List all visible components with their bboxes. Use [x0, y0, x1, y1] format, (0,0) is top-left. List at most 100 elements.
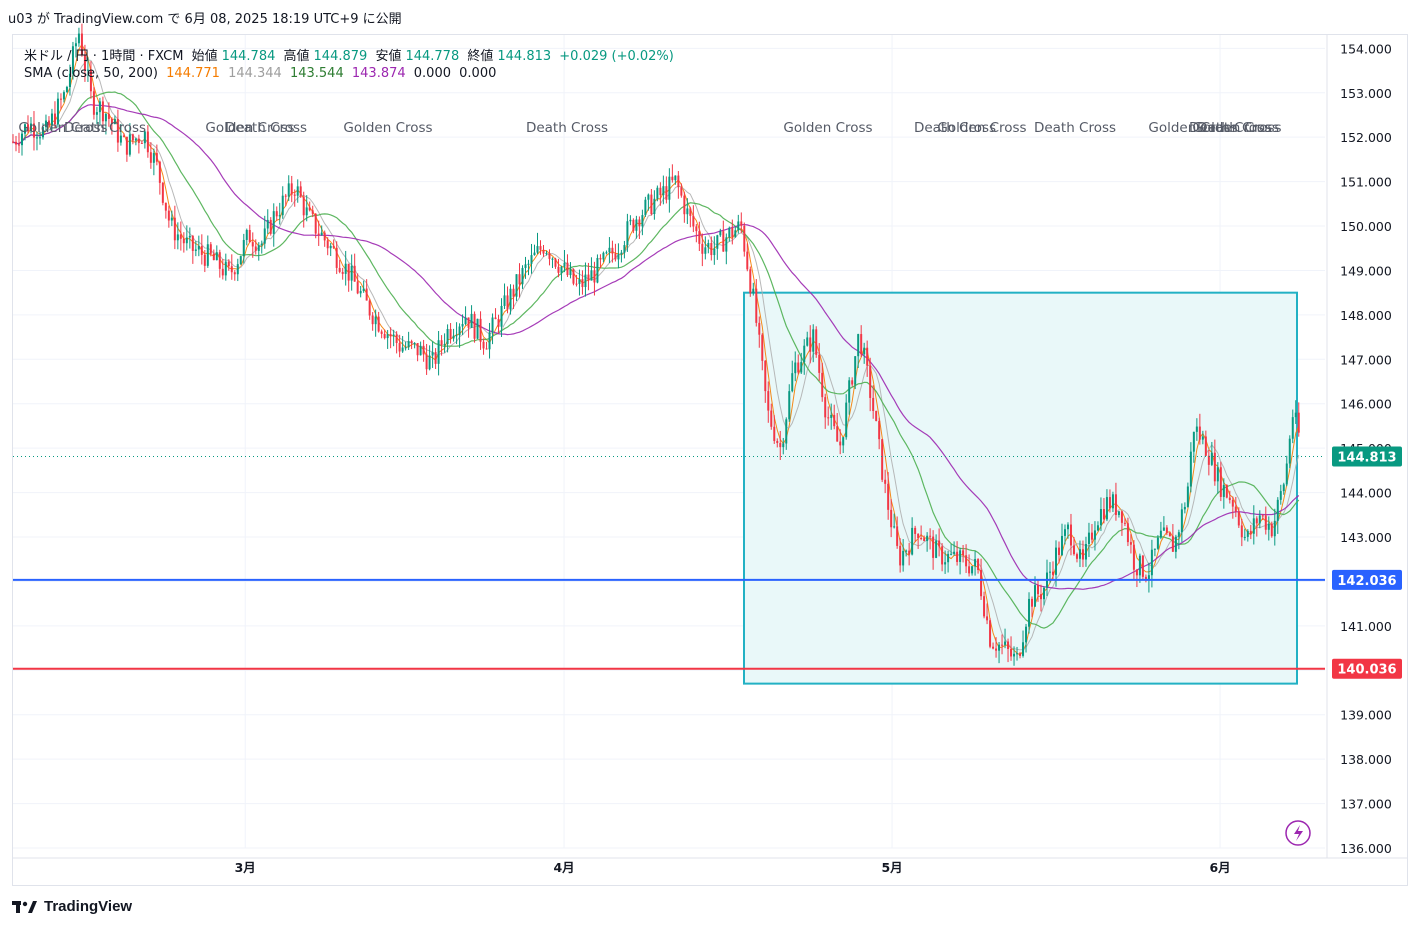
- candle-body: [602, 252, 605, 260]
- candle-body: [641, 215, 644, 227]
- candle-body: [1060, 535, 1063, 555]
- candle-body: [179, 234, 182, 239]
- candle-body: [533, 252, 536, 256]
- candle-body: [206, 244, 209, 266]
- cross-annotation: Golden Cross: [1192, 120, 1281, 136]
- candle-body: [617, 254, 620, 260]
- cross-annotation: Golden Cross: [1148, 120, 1237, 136]
- candle-body: [1031, 598, 1034, 607]
- candle-body: [215, 252, 218, 261]
- candle-body: [347, 263, 350, 281]
- candle-body: [416, 342, 419, 356]
- candle-body: [284, 195, 287, 197]
- candle-body: [158, 161, 161, 183]
- candle-body: [521, 268, 524, 285]
- candle-body: [902, 550, 905, 566]
- candle-body: [1186, 486, 1189, 507]
- price-tag-label: 142.036: [1337, 574, 1396, 589]
- tradingview-logo[interactable]: TradingView: [12, 898, 132, 915]
- candle-body: [524, 264, 527, 269]
- candle-body: [149, 152, 152, 163]
- candle-body: [248, 229, 251, 243]
- candle-body: [995, 648, 998, 651]
- candle-body: [506, 295, 509, 310]
- candle-body: [833, 414, 836, 427]
- candle-body: [437, 340, 440, 364]
- candle-body: [83, 55, 86, 71]
- sma-value-3: 143.544: [289, 66, 344, 81]
- candle-body: [923, 538, 926, 542]
- candle-body: [212, 253, 215, 261]
- symbol-name[interactable]: 米ドル / 円 · 1時間 · FXCM: [24, 49, 184, 64]
- candle-body: [1189, 451, 1192, 487]
- candle-body: [1120, 511, 1123, 523]
- candle-body: [26, 124, 29, 132]
- candle-body: [77, 33, 80, 44]
- candle-body: [242, 239, 245, 257]
- candle-body: [734, 230, 737, 238]
- cross-annotation: Death Cross: [225, 120, 307, 136]
- brand-name: TradingView: [44, 898, 133, 915]
- candle-body: [140, 142, 143, 144]
- candle-body: [1276, 499, 1279, 521]
- current-price-tag: [1332, 446, 1402, 467]
- candle-body: [404, 347, 407, 349]
- candle-body: [599, 257, 602, 260]
- candle-body: [680, 187, 683, 196]
- candle-body: [1034, 585, 1037, 607]
- sma-label[interactable]: SMA (close, 50, 200): [24, 66, 159, 81]
- cross-annotation: Death Cross: [1034, 120, 1116, 136]
- candle-body: [761, 334, 764, 361]
- candle-body: [1013, 653, 1016, 657]
- candle-body: [233, 272, 236, 275]
- candle-body: [896, 526, 899, 546]
- candle-body: [842, 437, 845, 446]
- candle-body: [920, 538, 923, 540]
- candle-body: [530, 255, 533, 264]
- candle-body: [968, 566, 971, 574]
- candle-body: [977, 559, 980, 571]
- candle-body: [74, 43, 77, 47]
- candle-body: [623, 245, 626, 253]
- candle-body: [203, 254, 206, 266]
- candle-body: [674, 175, 677, 181]
- candle-body: [1138, 555, 1141, 576]
- candle-body: [71, 46, 74, 74]
- range-rectangle[interactable]: [743, 291, 1298, 685]
- candle-body: [992, 646, 995, 649]
- candle-body: [122, 135, 125, 137]
- candle-body: [260, 243, 263, 246]
- current-price-label: 144.813: [1337, 450, 1396, 465]
- candle-body: [32, 123, 35, 138]
- sma-line-200: [12, 104, 1300, 590]
- candle-body: [1192, 431, 1195, 452]
- candle-body: [1159, 530, 1162, 538]
- candle-body: [1174, 536, 1177, 552]
- candle-body: [926, 535, 929, 542]
- candle-body: [701, 243, 704, 254]
- candle-body: [317, 233, 320, 236]
- candle-body: [884, 479, 887, 484]
- lightning-icon[interactable]: [1285, 820, 1311, 846]
- y-tick-label: 148.000: [1340, 308, 1392, 323]
- candle-body: [1282, 484, 1285, 492]
- candle-body: [809, 337, 812, 352]
- candle-body: [383, 333, 386, 339]
- candle-body: [662, 186, 665, 196]
- candle-body: [965, 555, 968, 567]
- candle-body: [713, 248, 716, 256]
- candle-body: [515, 274, 518, 297]
- candle-body: [560, 266, 563, 273]
- candle-body: [857, 334, 860, 357]
- candle-body: [890, 509, 893, 528]
- candle-body: [548, 252, 551, 259]
- candle-body: [875, 411, 878, 421]
- candle-body: [788, 391, 791, 420]
- candle-body: [1198, 426, 1201, 440]
- candle-body: [872, 397, 875, 412]
- candle-body: [536, 246, 539, 253]
- y-tick-label: 154.000: [1340, 41, 1392, 56]
- candle-body: [350, 265, 353, 281]
- candle-body: [836, 426, 839, 442]
